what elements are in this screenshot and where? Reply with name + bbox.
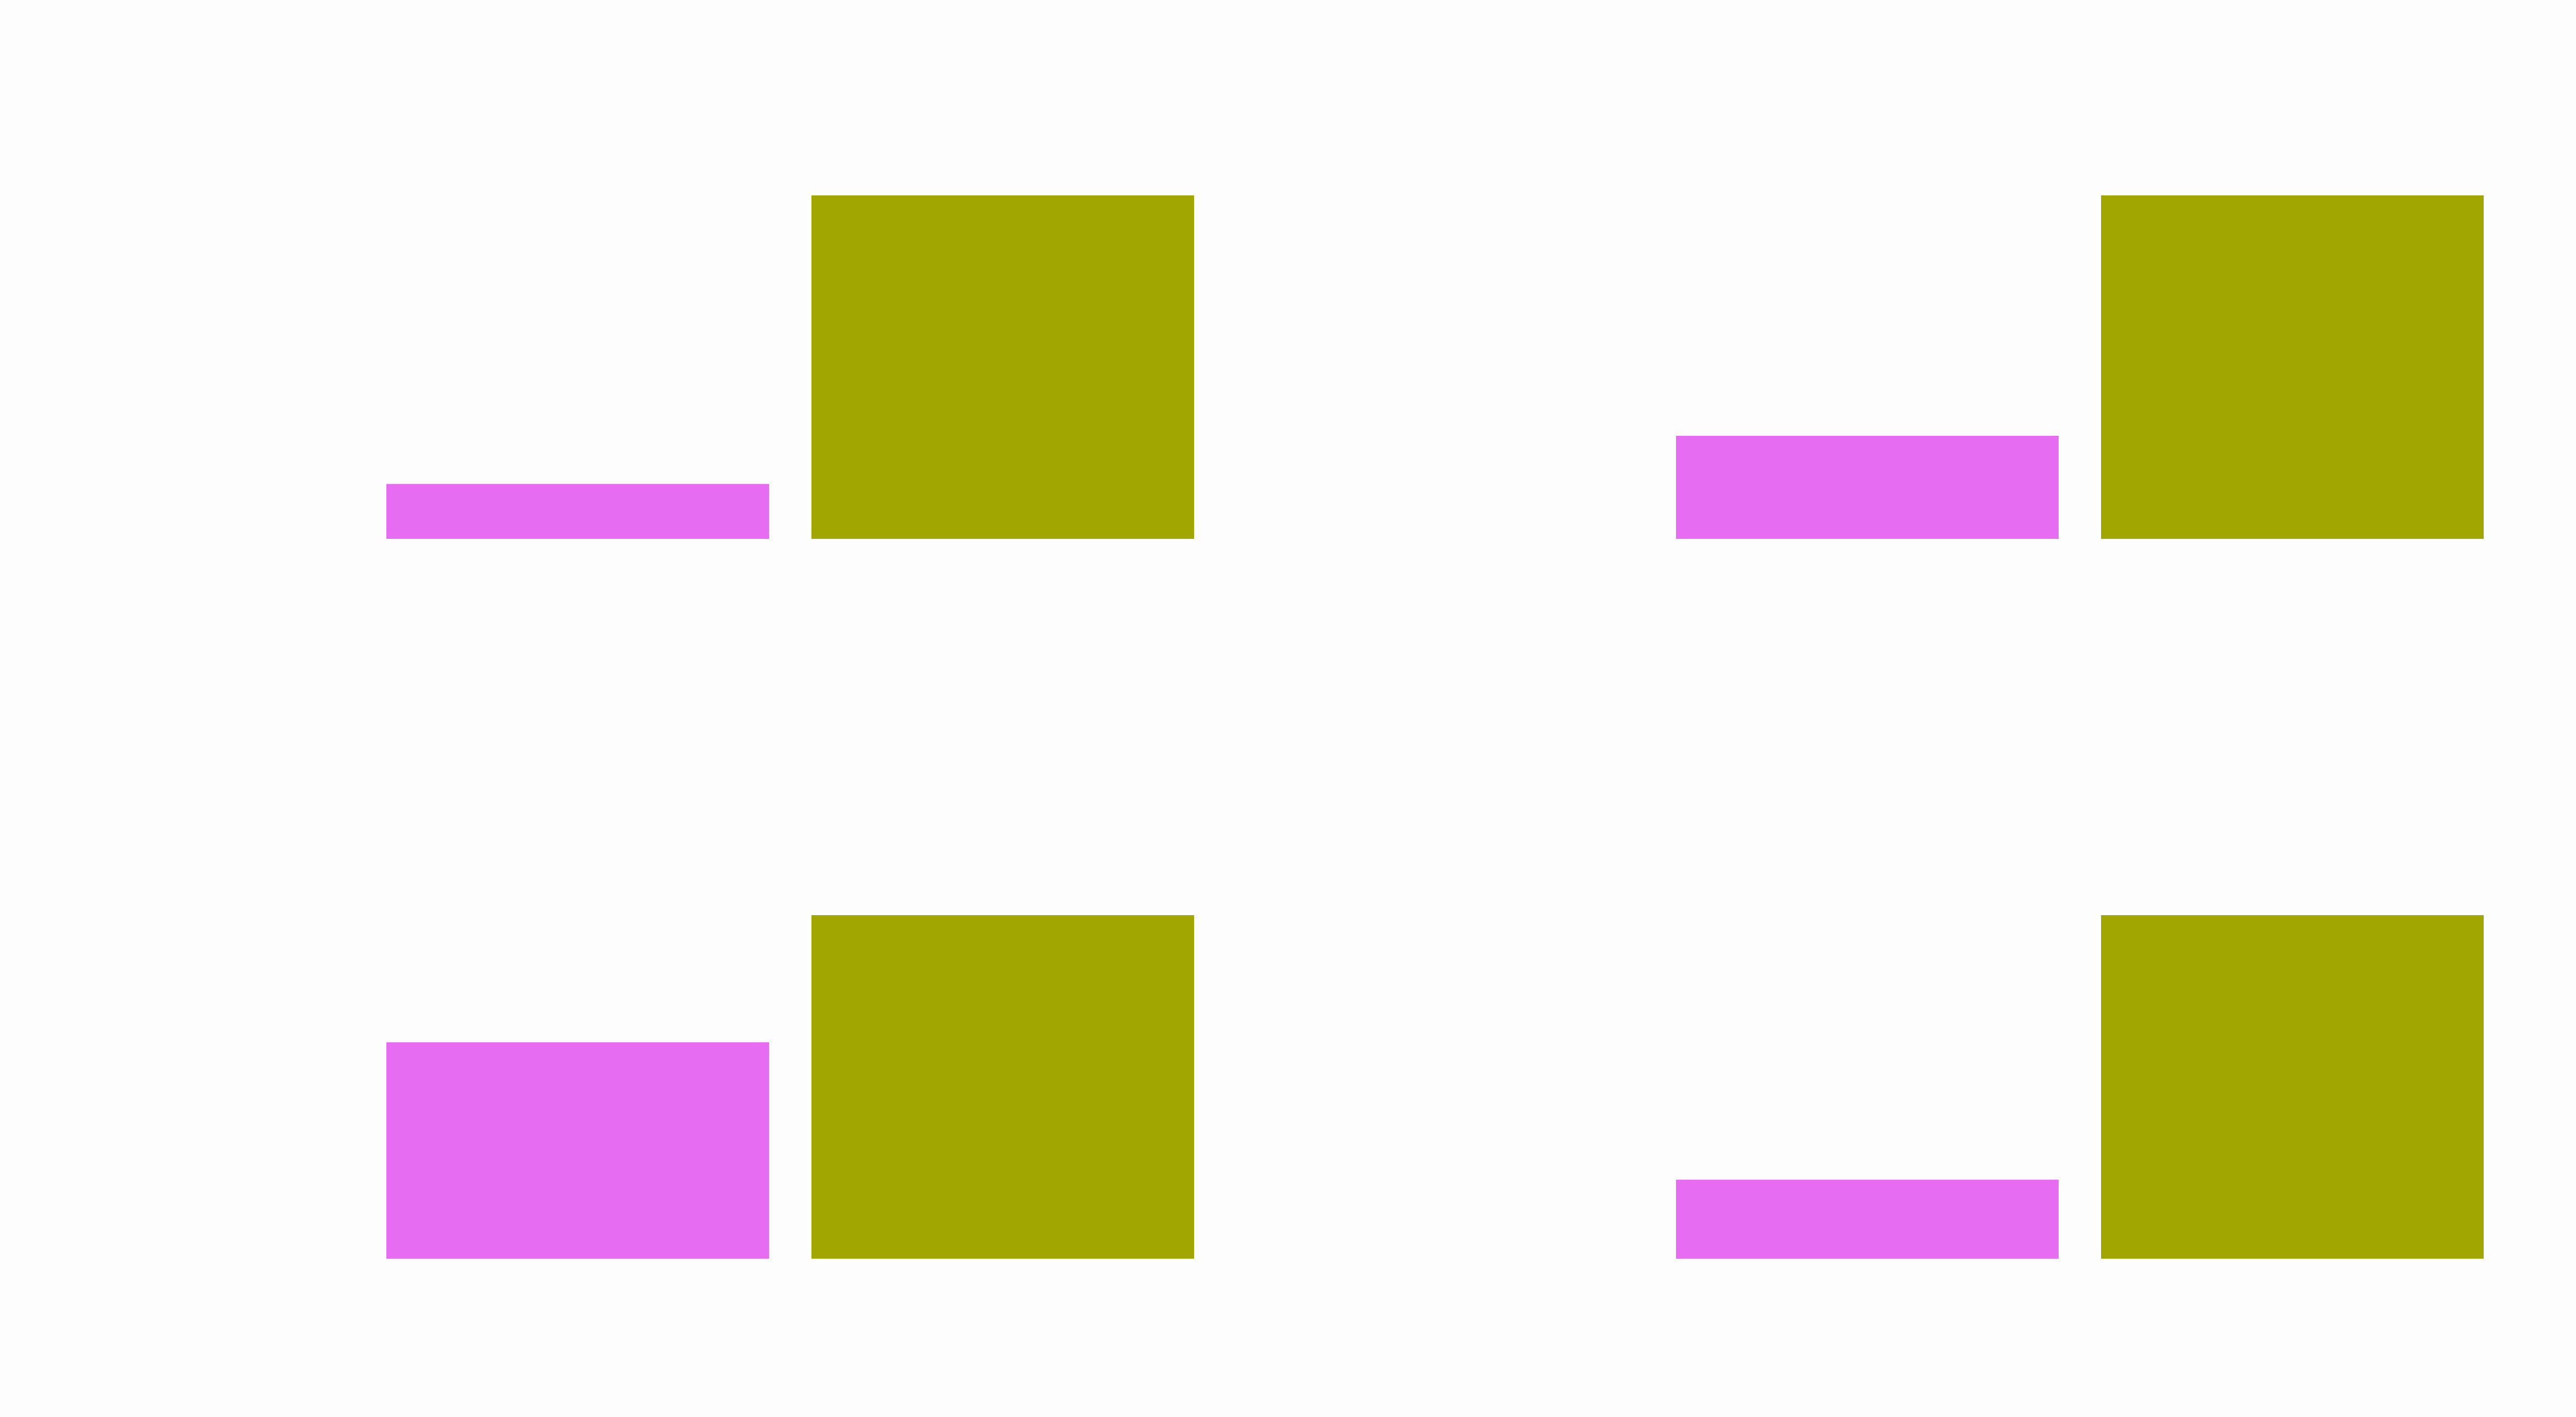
bar-1-2 (811, 195, 1194, 539)
bar-3-2 (811, 915, 1194, 1259)
bar-3-1 (386, 1042, 769, 1259)
bar-1-1 (386, 484, 769, 539)
chart-panel-2 (1676, 195, 2484, 539)
chart-panel-3 (386, 915, 1194, 1259)
bar-2-1 (1676, 436, 2059, 539)
bar-2-2 (2101, 195, 2484, 539)
bar-4-2 (2101, 915, 2484, 1259)
chart-panel-1 (386, 195, 1194, 539)
bar-4-1 (1676, 1179, 2059, 1259)
chart-panel-4 (1676, 915, 2484, 1259)
